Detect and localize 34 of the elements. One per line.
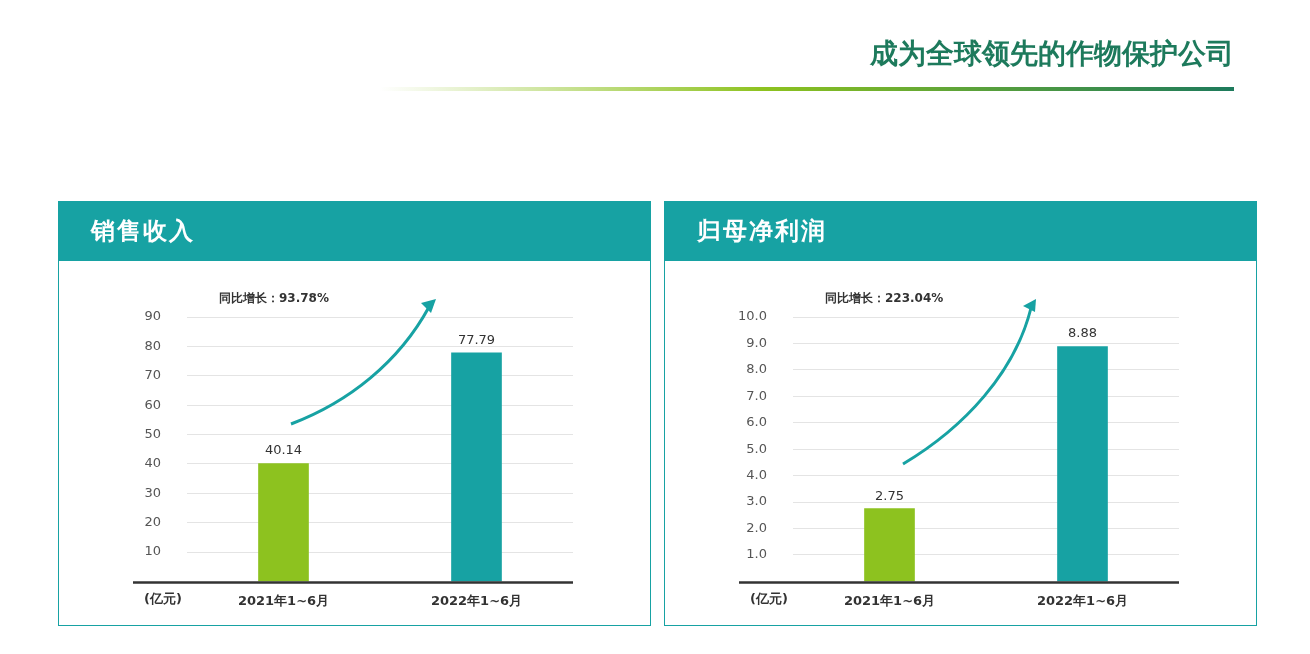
data-label: 77.79	[457, 331, 496, 347]
y-tick-label: 90	[144, 308, 161, 324]
data-label: 2.75	[875, 487, 904, 503]
y-tick-label: 3.0	[746, 493, 767, 509]
y-tick-label: 2.0	[746, 519, 767, 535]
y-tick-label: 30	[144, 484, 161, 500]
y-tick-label: 6.0	[746, 414, 767, 430]
y-tick-label: 50	[144, 425, 161, 441]
x-tick-label: 2021年1~6月	[237, 592, 330, 608]
data-label: 40.14	[264, 442, 303, 458]
y-tick-label: 9.0	[746, 334, 767, 350]
y-tick-label: 20	[144, 514, 161, 530]
y-tick-label: 7.0	[746, 387, 767, 403]
y-tick-label: 8.0	[746, 361, 767, 377]
y-tick-label: 70	[144, 367, 161, 383]
x-tick-label: 2021年1~6月	[843, 592, 936, 608]
y-tick-label: 80	[144, 337, 161, 353]
y-tick-label: 1.0	[746, 546, 767, 562]
y-axis-title: (亿元)	[144, 590, 182, 606]
x-tick-label: 2022年1~6月	[430, 592, 523, 608]
y-tick-label: 10	[144, 543, 161, 559]
x-tick-label: 2022年1~6月	[1036, 592, 1129, 608]
y-tick-label: 60	[144, 396, 161, 412]
text: 同比增长：223.04%	[825, 291, 944, 306]
y-axis-title: (亿元)	[750, 590, 788, 606]
text: 同比增长：93.78%	[219, 291, 329, 306]
y-tick-label: 4.0	[746, 467, 767, 483]
chart-title: 归母净利润	[665, 202, 1256, 261]
y-tick-label: 40	[144, 455, 161, 471]
data-label: 8.88	[1068, 325, 1097, 341]
y-tick-label: 10.0	[738, 308, 767, 324]
y-tick-label: 5.0	[746, 440, 767, 456]
text: 成为全球领先的作物保护公司	[870, 36, 1234, 72]
chart-title: 销售收入	[59, 202, 650, 261]
